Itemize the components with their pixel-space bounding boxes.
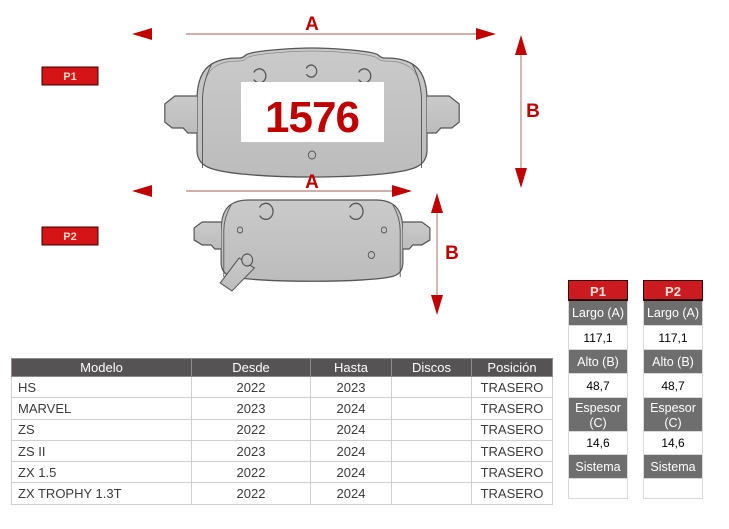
svg-text:B: B <box>445 243 459 264</box>
svg-text:A: A <box>305 172 319 193</box>
svg-text:A: A <box>305 14 319 35</box>
svg-text:P2: P2 <box>63 231 76 243</box>
svg-text:B: B <box>526 101 540 122</box>
svg-text:1576: 1576 <box>265 93 359 142</box>
svg-text:P1: P1 <box>63 71 76 83</box>
